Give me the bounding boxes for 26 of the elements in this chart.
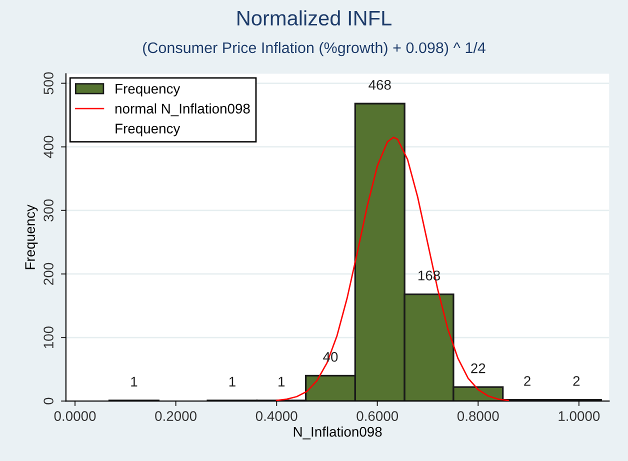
legend-label: Frequency [116, 84, 180, 96]
y-tick-label: 400 [44, 136, 54, 158]
data-label: 1 [131, 376, 138, 386]
x-tick-label: 0.0000 [54, 411, 96, 421]
y-tick-label: 100 [44, 326, 54, 348]
data-label: 2 [524, 376, 530, 386]
chart-title: Normalized INFL [238, 10, 392, 26]
x-tick-label: 1.0000 [558, 411, 600, 421]
data-label: 1 [229, 376, 236, 386]
text: Frequency [116, 124, 180, 136]
x-tick-label: 0.8000 [457, 411, 499, 421]
legend-label: normal N_Inflation098 [115, 103, 250, 116]
y-tick-label: 200 [44, 262, 54, 285]
x-tick-label: 0.2000 [155, 411, 196, 421]
chart-subtitle: (Consumer Price Inflation (%growth) + 0.098) ^ 1/4 [143, 42, 486, 56]
data-label: 22 [471, 363, 486, 374]
x-axis-title: N_Inflation098 [294, 426, 382, 440]
y-tick-label: 500 [44, 72, 54, 94]
data-label: 2 [573, 376, 580, 386]
y-tick-label: 0 [44, 398, 54, 404]
y-tick-label: 300 [44, 199, 54, 222]
y-axis-title: Frequency [25, 204, 38, 270]
x-tick-label: 0.4000 [256, 411, 298, 421]
data-label: 1 [278, 376, 285, 386]
x-tick-label: 0.6000 [356, 411, 398, 421]
data-label: 468 [368, 80, 391, 90]
